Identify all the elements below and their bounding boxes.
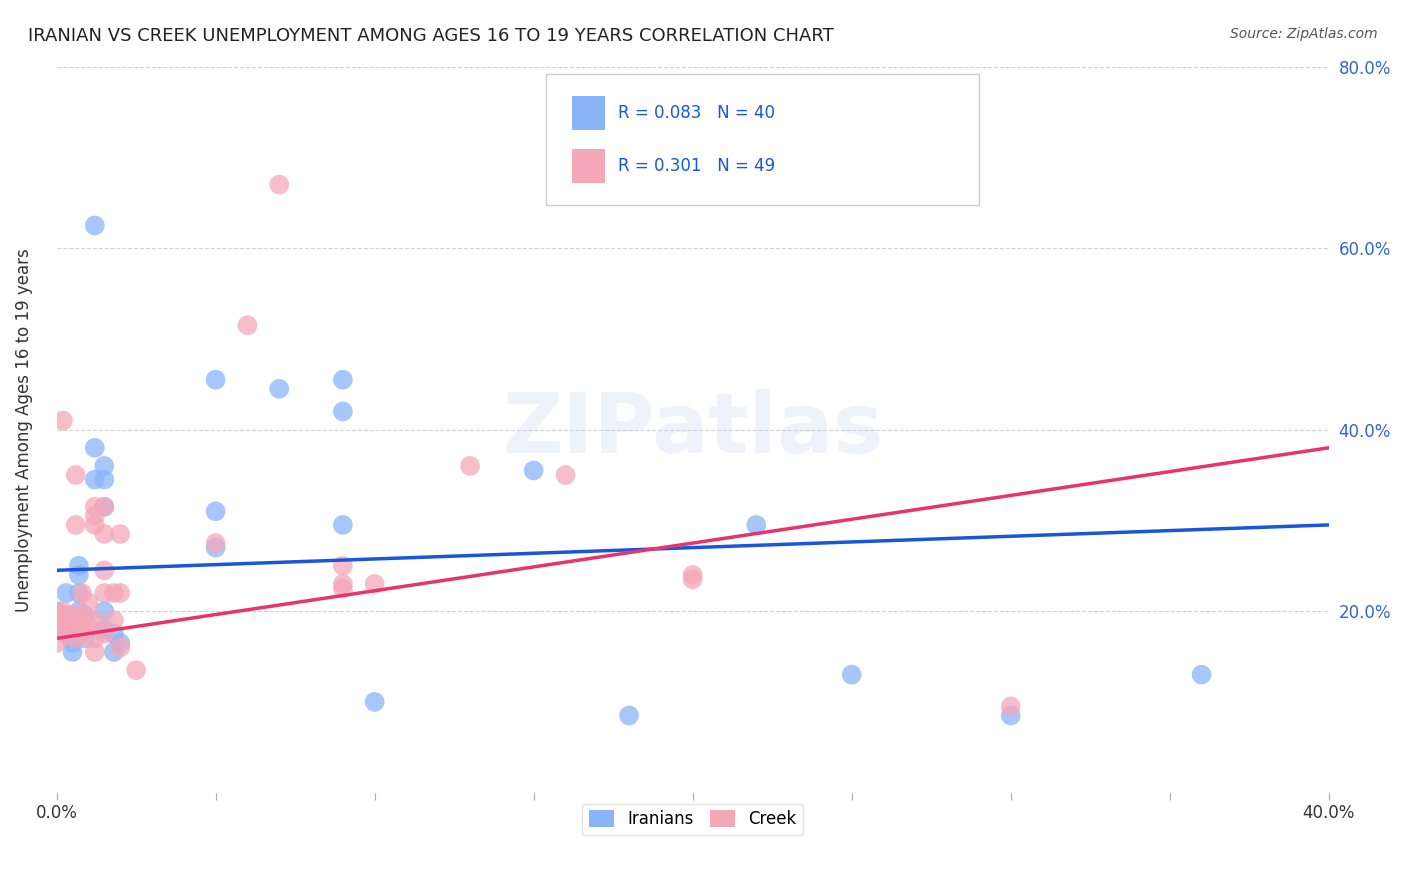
Point: [93, 563, 115, 577]
Point: [110, 586, 132, 600]
Point: [83, 613, 105, 627]
Point: [65, 468, 87, 483]
Point: [52, 608, 75, 623]
Point: [67, 567, 90, 582]
Point: [204, 536, 226, 550]
Point: [93, 527, 115, 541]
Point: [58, 627, 80, 641]
Point: [110, 640, 132, 655]
Point: [1000, 708, 1022, 723]
Point: [93, 500, 115, 514]
Point: [204, 541, 226, 555]
Point: [93, 473, 115, 487]
Point: [45, 636, 67, 650]
Point: [125, 663, 148, 677]
Point: [93, 458, 115, 473]
Point: [67, 622, 90, 636]
Point: [554, 468, 576, 483]
Point: [110, 527, 132, 541]
Point: [523, 463, 546, 477]
Point: [52, 617, 75, 632]
Point: [1191, 667, 1213, 681]
Point: [55, 608, 77, 623]
Point: [77, 617, 100, 632]
Point: [841, 667, 863, 681]
Point: [58, 608, 80, 623]
Point: [204, 504, 226, 518]
Point: [83, 473, 105, 487]
Point: [65, 608, 87, 623]
Point: [332, 373, 354, 387]
Point: [65, 632, 87, 646]
Point: [75, 608, 97, 623]
Point: [236, 318, 259, 333]
Point: [110, 636, 132, 650]
Point: [67, 604, 90, 618]
Text: R = 0.083   N = 40: R = 0.083 N = 40: [617, 104, 775, 122]
FancyBboxPatch shape: [572, 96, 605, 129]
Point: [45, 622, 67, 636]
Point: [269, 178, 291, 192]
Point: [93, 500, 115, 514]
Point: [204, 373, 226, 387]
Point: [363, 695, 385, 709]
FancyBboxPatch shape: [547, 74, 979, 204]
Point: [93, 622, 115, 636]
Point: [52, 413, 75, 427]
Point: [458, 458, 481, 473]
Point: [682, 573, 704, 587]
Point: [75, 632, 97, 646]
Text: ZIPatlas: ZIPatlas: [502, 389, 883, 470]
Point: [67, 586, 90, 600]
Point: [52, 604, 75, 618]
Point: [332, 582, 354, 596]
Point: [83, 219, 105, 233]
Point: [62, 645, 84, 659]
Text: Source: ZipAtlas.com: Source: ZipAtlas.com: [1230, 27, 1378, 41]
Point: [70, 608, 93, 623]
Point: [1000, 699, 1022, 714]
Point: [332, 517, 354, 532]
Point: [83, 632, 105, 646]
Point: [103, 586, 125, 600]
Point: [83, 441, 105, 455]
Point: [65, 517, 87, 532]
Text: R = 0.301   N = 49: R = 0.301 N = 49: [617, 157, 775, 175]
Point: [269, 382, 291, 396]
Point: [55, 627, 77, 641]
Point: [617, 708, 640, 723]
Point: [93, 604, 115, 618]
Point: [332, 577, 354, 591]
Point: [83, 500, 105, 514]
Legend: Iranians, Creek: Iranians, Creek: [582, 804, 803, 835]
Point: [332, 558, 354, 573]
Point: [745, 517, 768, 532]
Point: [70, 586, 93, 600]
Point: [93, 627, 115, 641]
Point: [77, 595, 100, 609]
Point: [62, 636, 84, 650]
Point: [103, 645, 125, 659]
Point: [83, 517, 105, 532]
Point: [62, 613, 84, 627]
Point: [67, 558, 90, 573]
Point: [45, 613, 67, 627]
Text: IRANIAN VS CREEK UNEMPLOYMENT AMONG AGES 16 TO 19 YEARS CORRELATION CHART: IRANIAN VS CREEK UNEMPLOYMENT AMONG AGES…: [28, 27, 834, 45]
Point: [93, 586, 115, 600]
Point: [58, 617, 80, 632]
Point: [103, 627, 125, 641]
Point: [103, 613, 125, 627]
Point: [45, 604, 67, 618]
Point: [363, 577, 385, 591]
Point: [83, 508, 105, 523]
Point: [70, 627, 93, 641]
Point: [682, 567, 704, 582]
Point: [70, 617, 93, 632]
Point: [83, 645, 105, 659]
Point: [332, 404, 354, 418]
FancyBboxPatch shape: [572, 149, 605, 183]
Point: [45, 622, 67, 636]
Point: [55, 586, 77, 600]
Y-axis label: Unemployment Among Ages 16 to 19 years: Unemployment Among Ages 16 to 19 years: [15, 248, 32, 612]
